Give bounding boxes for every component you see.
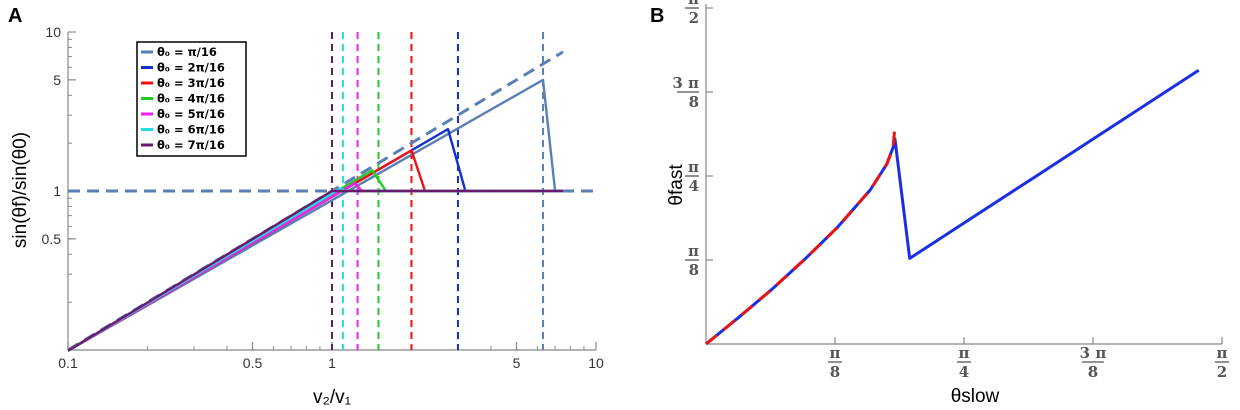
panel-a-legend-entry: θ₀ = π/16 (157, 45, 217, 59)
panel-a-series-curve (67, 187, 563, 352)
panel-b-series-0 (705, 68, 1200, 346)
panel-b-x-tick-label-denominator: 4 (959, 363, 969, 381)
panel-b-x-tick-label-numerator: π (959, 344, 970, 362)
panel-a-legend-entry: θ₀ = 5π/16 (157, 107, 225, 121)
panel-a-legend-entry: θ₀ = 4π/16 (157, 92, 225, 106)
panel-a-x-tick-label: 0.1 (58, 355, 78, 371)
panel-b-y-tick-label-numerator: π (688, 0, 699, 8)
panel-b-y-tick-label-numerator: 3 π (672, 74, 699, 92)
panel-a-y-tick-label: 0.5 (42, 231, 62, 247)
panel-a-series-curve (67, 169, 563, 352)
panel-a-legend-box (136, 41, 247, 157)
panel-letter-a: A (8, 5, 22, 27)
panel-a-x-axis-label: v₂/v₁ (313, 387, 351, 408)
panel-b-x-axis-label: θslow (951, 386, 1000, 407)
panel-b-x-tick-label-numerator: 3 π (1080, 344, 1107, 362)
panel-b-x-tick-label-denominator: 8 (1088, 363, 1098, 381)
panel-b-series-1 (705, 125, 897, 346)
panel-b-y-axis-label: θfast (666, 164, 687, 206)
panel-b-x-tick-label-denominator: 8 (830, 363, 840, 381)
panel-b-y-tick-label-denominator: 2 (689, 9, 699, 27)
panel-a-x-tick-label: 10 (588, 355, 604, 371)
panel-a-series-curve (67, 189, 563, 352)
panel-a-series-curve (67, 127, 563, 352)
panel-b-y-tick-label-numerator: π (688, 242, 699, 260)
panel-a-legend-entry: θ₀ = 3π/16 (157, 76, 225, 90)
panel-b-x-tick-label-denominator: 2 (1217, 363, 1227, 381)
panel-b-y-tick-label-numerator: π (688, 158, 699, 176)
panel-b-y-tick-label-denominator: 8 (689, 261, 699, 279)
panel-a-x-tick-label: 0.5 (243, 355, 263, 371)
panel-a-y-tick-label: 1 (53, 183, 61, 199)
panel-a-y-tick-label: 5 (53, 72, 61, 88)
panel-a-legend-entry: θ₀ = 7π/16 (157, 138, 225, 152)
panel-a-y-tick-label: 10 (45, 24, 61, 40)
panel-a-legend-entry: θ₀ = 6π/16 (157, 123, 225, 137)
panel-letter-b: B (650, 5, 664, 27)
panel-b-y-tick-label-denominator: 8 (689, 93, 699, 111)
panel-b-x-tick-label-numerator: π (830, 344, 841, 362)
panel-a-series-curve (67, 149, 563, 352)
panel-a-x-tick-label: 1 (328, 355, 336, 371)
panel-a-x-tick-label: 5 (513, 355, 521, 371)
panel-a-y-axis-label: sin(θf)/sin(θ0) (10, 132, 31, 248)
panel-a-legend-entry: θ₀ = 2π/16 (157, 61, 225, 75)
panel-b-x-tick-label-numerator: π (1217, 344, 1228, 362)
panel-b-y-tick-label-denominator: 4 (689, 177, 699, 195)
